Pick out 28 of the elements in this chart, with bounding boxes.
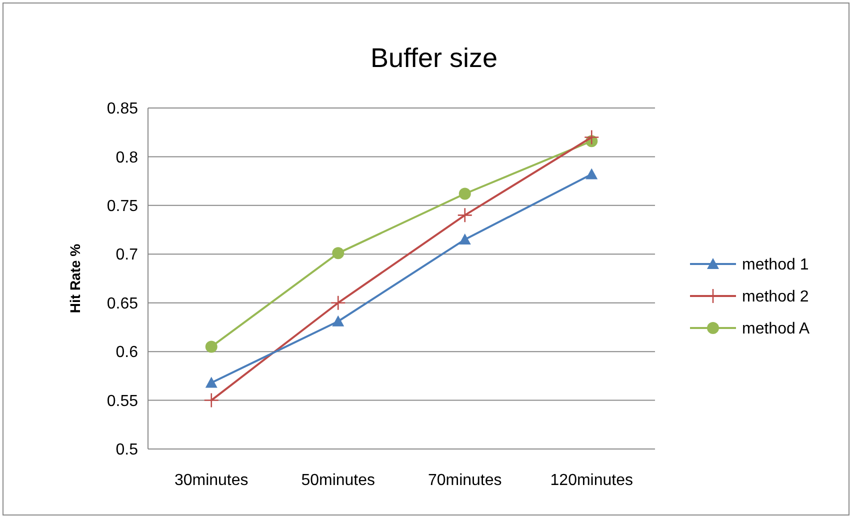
legend-label: method 2 bbox=[742, 288, 809, 306]
y-tick-label: 0.5 bbox=[116, 442, 138, 459]
y-tick-label: 0.75 bbox=[106, 198, 138, 216]
y-tick-label: 0.6 bbox=[116, 344, 138, 362]
point bbox=[204, 392, 220, 408]
point bbox=[584, 130, 600, 145]
x-tick-label: 30minutes bbox=[174, 472, 248, 489]
y-tick-label: 0.65 bbox=[106, 295, 138, 312]
y-tick-label: 0.7 bbox=[116, 246, 138, 264]
point bbox=[330, 295, 346, 311]
point bbox=[457, 208, 473, 223]
point bbox=[205, 340, 218, 353]
x-tick-label: 120minutes bbox=[550, 472, 633, 489]
point bbox=[458, 188, 471, 200]
point bbox=[332, 315, 344, 326]
y-axis-title: Hit Rate % bbox=[67, 243, 83, 314]
point bbox=[458, 234, 471, 245]
y-tick-label: 0.55 bbox=[106, 392, 138, 410]
chart-title: Buffer size bbox=[370, 43, 498, 73]
x-tick-label: 50minutes bbox=[301, 472, 376, 489]
x-tick-label: 70minutes bbox=[428, 472, 502, 489]
point bbox=[586, 168, 598, 180]
legend-label: method 1 bbox=[742, 256, 809, 274]
y-tick-label: 0.85 bbox=[106, 100, 138, 118]
point bbox=[205, 376, 218, 388]
legend-label: method A bbox=[742, 320, 810, 338]
point bbox=[332, 247, 344, 260]
y-tick-label: 0.8 bbox=[116, 149, 138, 166]
